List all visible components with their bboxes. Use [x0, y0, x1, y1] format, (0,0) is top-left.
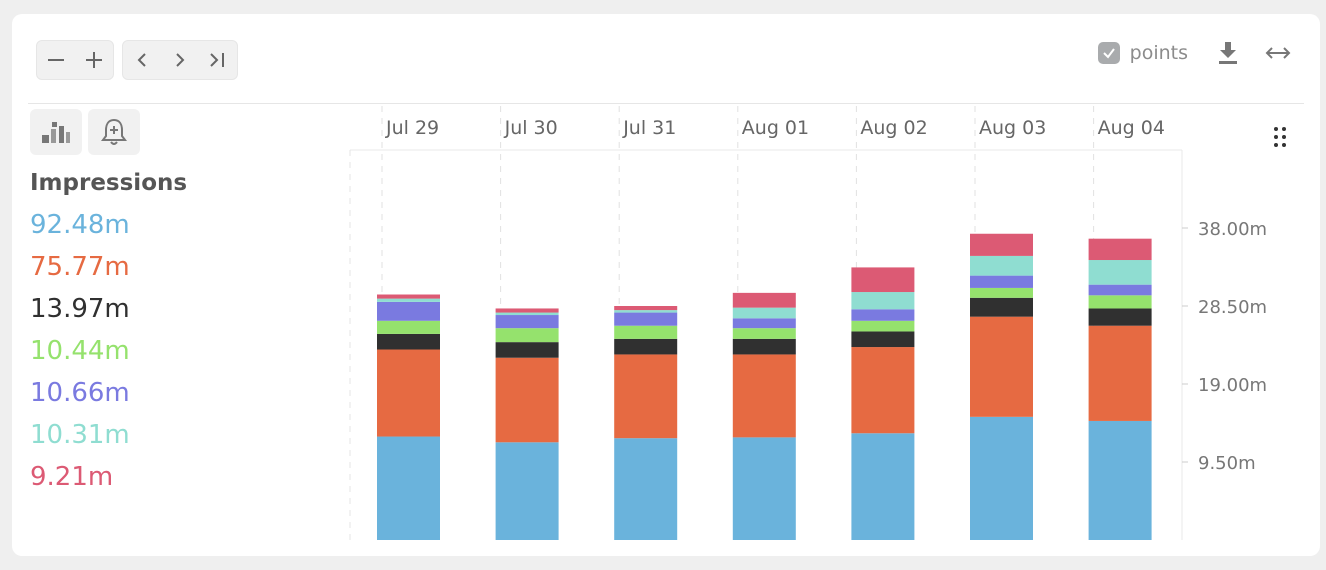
expand-button[interactable]	[1260, 40, 1296, 66]
toolbar-divider	[28, 103, 1304, 104]
points-label: points	[1129, 42, 1188, 64]
bar-segment[interactable]	[970, 287, 1033, 298]
chevron-left-icon	[137, 53, 146, 67]
bar-segment[interactable]	[732, 437, 796, 540]
zoom-in-button[interactable]	[75, 41, 113, 79]
next-button[interactable]	[161, 41, 199, 79]
add-alert-button[interactable]	[88, 109, 140, 155]
bar-segment[interactable]	[970, 255, 1033, 276]
bar-segment[interactable]	[1088, 238, 1152, 261]
bar-segment[interactable]	[1088, 420, 1152, 540]
bar-segment[interactable]	[851, 347, 915, 434]
x-tick-label: Jul 30	[504, 117, 558, 139]
bar-chart-icon	[42, 122, 70, 143]
bar-segment[interactable]	[495, 315, 559, 329]
bar-segment[interactable]	[377, 436, 440, 540]
bar-segment[interactable]	[614, 438, 678, 540]
x-tick-label: Jul 31	[622, 117, 676, 139]
bar-segment[interactable]	[732, 292, 796, 308]
x-tick-label: Aug 03	[979, 117, 1046, 139]
plus-icon	[86, 52, 102, 68]
legend-item[interactable]: 92.48m	[30, 210, 130, 240]
bar-segment[interactable]	[377, 301, 440, 321]
bar-segment[interactable]	[970, 297, 1033, 317]
legend-item[interactable]: 10.66m	[30, 378, 130, 408]
bar-segment[interactable]	[732, 318, 796, 329]
bar-segment[interactable]	[1088, 295, 1152, 309]
bar-segment[interactable]	[732, 328, 796, 339]
navigation-controls	[122, 40, 238, 80]
bar-segment[interactable]	[732, 307, 796, 319]
points-checkbox[interactable]	[1097, 42, 1120, 64]
bar-segment[interactable]	[1088, 325, 1152, 421]
bar-segment[interactable]	[1088, 260, 1152, 285]
y-tick-label: 19.00m	[1198, 375, 1267, 396]
legend-title: Impressions	[30, 170, 188, 196]
download-button[interactable]	[1210, 40, 1246, 66]
jump-to-end-button[interactable]	[199, 41, 237, 79]
legend-item[interactable]: 13.97m	[30, 294, 130, 324]
bar-segment[interactable]	[1088, 308, 1152, 326]
x-tick-label: Aug 02	[860, 117, 927, 139]
bar-segment[interactable]	[970, 233, 1033, 256]
bar-segment[interactable]	[377, 333, 440, 350]
bar-segment[interactable]	[851, 331, 915, 348]
bar-segment[interactable]	[614, 338, 678, 355]
x-tick-label: Jul 29	[385, 117, 439, 139]
bar-segment[interactable]	[377, 294, 440, 299]
bar-segment[interactable]	[851, 292, 915, 310]
zoom-out-button[interactable]	[37, 41, 75, 79]
stacked-bar-chart: Jul 29 Jul 30 Jul 31 Aug 01 Aug 02 Aug 03 Aug …	[349, 106, 1267, 540]
checkmark-icon	[1102, 48, 1115, 59]
chart-card: points	[12, 14, 1320, 556]
bar-segment[interactable]	[970, 416, 1033, 540]
bar-segment[interactable]	[970, 275, 1033, 288]
bar-segment[interactable]	[495, 357, 559, 443]
chart-options: points	[1097, 40, 1296, 66]
y-tick-label: 38.00m	[1198, 219, 1267, 240]
skip-to-end-icon	[210, 53, 224, 67]
bell-plus-icon	[101, 118, 127, 145]
bar-segment[interactable]	[614, 306, 678, 311]
bar-segment[interactable]	[1088, 284, 1152, 296]
bar-segment[interactable]	[732, 354, 796, 438]
bar-segment[interactable]	[495, 312, 559, 316]
legend-item[interactable]: 75.77m	[30, 252, 130, 282]
drag-handle-icon[interactable]	[1272, 126, 1288, 148]
bar-segment[interactable]	[495, 328, 559, 343]
bar-segment[interactable]	[851, 309, 915, 321]
bar-segment[interactable]	[851, 267, 915, 293]
legend-item[interactable]: 10.31m	[30, 420, 130, 450]
bar-segment[interactable]	[495, 342, 559, 358]
bar-segment[interactable]	[614, 312, 678, 326]
minus-icon	[48, 59, 64, 61]
chart-type-button[interactable]	[30, 109, 82, 155]
bar-segment[interactable]	[851, 320, 915, 332]
legend: 92.48m 75.77m 13.97m 10.44m 10.66m 10.31m 9.21…	[30, 204, 130, 498]
bar-segment[interactable]	[970, 316, 1033, 417]
bar-segment[interactable]	[732, 338, 796, 355]
legend-item[interactable]: 10.44m	[30, 336, 130, 366]
x-tick-label: Aug 04	[1098, 117, 1165, 139]
download-icon	[1219, 42, 1237, 64]
y-tick-label: 28.50m	[1198, 297, 1267, 318]
bar-segment[interactable]	[377, 349, 440, 437]
bar-segment[interactable]	[614, 354, 678, 439]
x-tick-label: Aug 01	[742, 117, 809, 139]
bar-segment[interactable]	[614, 325, 678, 339]
bar-segment[interactable]	[851, 433, 915, 540]
zoom-controls	[36, 40, 114, 80]
legend-item[interactable]: 9.21m	[30, 462, 114, 492]
y-tick-label: 9.50m	[1198, 453, 1256, 474]
chevron-right-icon	[176, 53, 185, 67]
bar-segment[interactable]	[614, 310, 678, 313]
previous-button[interactable]	[123, 41, 161, 79]
bar-segment[interactable]	[495, 308, 559, 313]
bar-segment[interactable]	[377, 298, 440, 302]
horizontal-expand-icon	[1265, 47, 1291, 59]
bar-segment[interactable]	[377, 320, 440, 334]
bar-segment[interactable]	[495, 442, 559, 540]
